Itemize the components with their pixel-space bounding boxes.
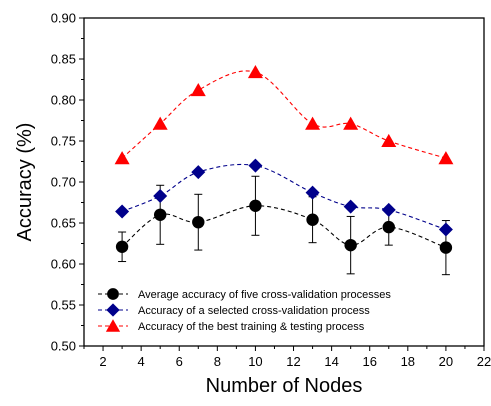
series-0-point [439,241,453,254]
series-2-point [190,83,206,97]
x-tick-label: 12 [286,354,300,369]
series-0-point [344,238,357,252]
series-1-point [381,202,396,217]
legend-marker [107,288,119,300]
x-tick-label: 10 [248,354,262,369]
series-2-point [114,151,130,165]
legend-label: Accuracy of a selected cross-validation … [138,305,370,317]
y-tick-label: 0.55 [51,298,76,313]
x-tick-label: 18 [401,354,415,369]
y-tick-label: 0.60 [51,257,76,272]
x-tick-label: 16 [362,354,376,369]
series-2-point [381,133,397,147]
series-2-point [305,116,321,130]
series-2-point [247,64,263,79]
y-tick-label: 0.80 [51,93,76,108]
series-1-point [153,188,168,203]
series-1-point [191,165,206,180]
series-2-point [438,151,454,165]
legend-label: Accuracy of the best training & testing … [138,321,365,333]
y-tick-label: 0.85 [51,52,76,67]
x-tick-label: 6 [176,354,183,369]
y-tick-label: 0.70 [51,175,76,190]
series-0-point [153,208,167,221]
series-0-point [115,240,129,253]
series-0-point [306,213,319,226]
series-0-point [192,215,205,229]
y-tick-label: 0.90 [51,11,76,26]
x-tick-label: 8 [214,354,221,369]
series-2-line [121,70,447,159]
series-1-point [115,204,130,219]
series-0-point [382,220,395,234]
legend-marker [105,319,121,332]
legend-label: Average accuracy of five cross-validatio… [138,289,391,301]
y-tick-label: 0.50 [51,339,76,354]
series-1-line [121,163,447,231]
x-tick-label: 4 [138,354,145,369]
series-1-point [305,185,320,200]
x-tick-label: 2 [99,354,106,369]
legend-marker [106,303,120,317]
y-tick-label: 0.65 [51,216,76,231]
series-1-point [248,158,263,173]
series-1-point [343,199,358,214]
x-tick-label: 14 [324,354,338,369]
series-1-point [438,222,453,237]
x-tick-label: 20 [439,354,453,369]
y-tick-label: 0.75 [51,134,76,149]
x-tick-label: 22 [477,354,491,369]
series-0-point [249,199,262,212]
y-axis-title: Accuracy (%) [14,123,36,242]
series-2-point [152,116,168,130]
series-2-point [343,116,359,130]
x-axis-title: Number of Nodes [206,375,363,397]
